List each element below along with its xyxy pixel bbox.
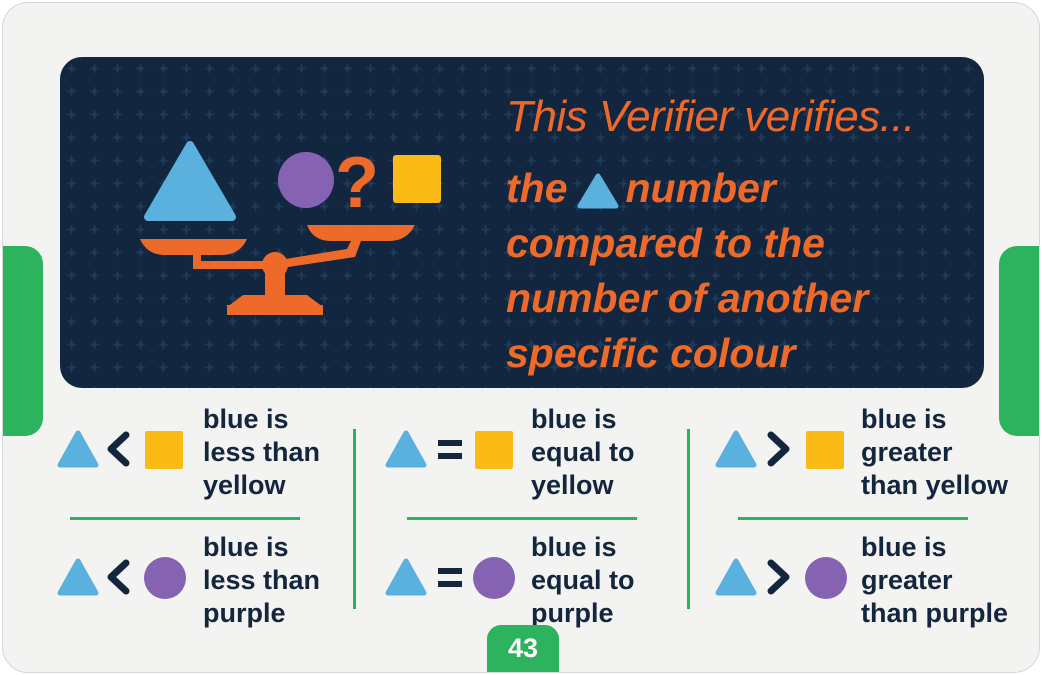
- blue-less-than-purple-icon: [57, 557, 186, 599]
- blue-equal-yellow-icon: [385, 430, 513, 469]
- blue-greater-than-purple-icon: [715, 557, 847, 599]
- comparison-column-equal: blue is equal to yellow blue is equal to pur…: [383, 403, 673, 633]
- comparison-row: blue is greater than purple: [713, 531, 1008, 631]
- description-line-3: number of another: [506, 275, 869, 321]
- row-divider: [407, 517, 637, 520]
- page-number: 43: [507, 633, 539, 663]
- verifier-title: This Verifier verifies...: [506, 92, 915, 141]
- description-line-1: the number: [506, 165, 776, 211]
- balance-scale-icon: ?: [140, 141, 441, 315]
- comparison-column-less: blue is less than yellow blue is less than p…: [55, 403, 345, 633]
- row-divider: [70, 517, 300, 520]
- description-line-4: specific colour: [506, 330, 796, 376]
- row-divider: [738, 517, 968, 520]
- blue-equal-purple-icon: [385, 557, 515, 599]
- comparison-row: blue is equal to yellow: [383, 403, 673, 503]
- comparison-label: blue is less than yellow: [203, 404, 321, 500]
- comparison-row: blue is greater than yellow: [713, 403, 1008, 503]
- verifier-banner: ? This Verifier verifies... the number co…: [60, 57, 984, 388]
- column-divider: [687, 429, 690, 609]
- svg-text:?: ?: [335, 143, 379, 223]
- verifier-description: the number compared to the number of anot…: [506, 161, 976, 381]
- comparison-label: blue is less than purple: [203, 532, 321, 628]
- description-line-2: compared to the: [506, 220, 825, 266]
- column-divider: [353, 429, 356, 609]
- diamond-pattern-background: [60, 57, 984, 388]
- blue-greater-than-yellow-icon: [715, 430, 844, 469]
- comparison-label: blue is greater than yellow: [861, 404, 1009, 500]
- comparison-label: blue is equal to purple: [531, 532, 635, 628]
- comparison-label: blue is equal to yellow: [531, 404, 635, 500]
- page-number-tab: 43: [487, 625, 559, 672]
- comparison-label: blue is greater than purple: [861, 532, 1008, 628]
- right-edge-tab: [999, 246, 1039, 436]
- blue-less-than-yellow-icon: [57, 430, 183, 469]
- blue-triangle-icon: [577, 173, 618, 209]
- comparison-column-greater: blue is greater than yellow blue is greater…: [713, 403, 1008, 633]
- comparison-row: blue is less than purple: [55, 531, 345, 631]
- left-edge-tab: [3, 246, 43, 436]
- comparison-row: blue is equal to purple: [383, 531, 673, 631]
- comparison-row: blue is less than yellow: [55, 403, 345, 503]
